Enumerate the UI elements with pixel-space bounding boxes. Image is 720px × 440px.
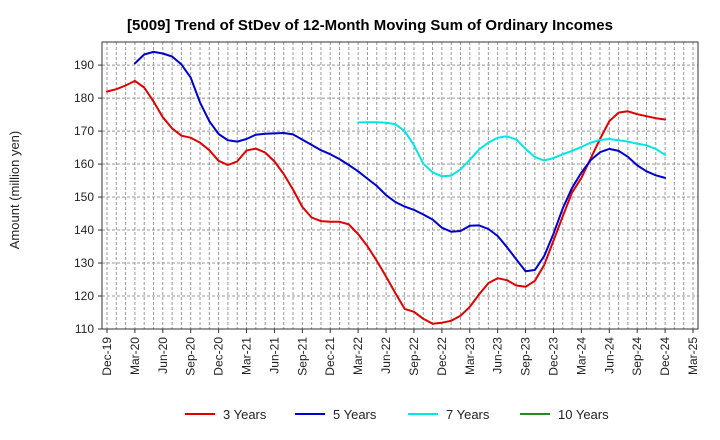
x-tick-label: Jun-21 [267, 337, 281, 374]
x-tick-label: Jun-24 [602, 337, 616, 374]
x-tick-label: Mar-21 [240, 337, 254, 375]
x-tick-label: Dec-23 [546, 337, 560, 376]
x-tick-label: Sep-21 [295, 337, 309, 376]
x-tick-label: Mar-25 [686, 337, 700, 375]
series-line-2 [133, 50, 667, 273]
x-tick-label: Jun-23 [491, 337, 505, 374]
gridlines [102, 42, 698, 330]
y-tick-label: 140 [74, 223, 94, 237]
x-tick-label: Dec-19 [100, 337, 114, 376]
y-tick-label: 160 [74, 157, 94, 171]
y-tick-label: 150 [74, 190, 94, 204]
x-tick-label: Sep-22 [407, 337, 421, 376]
x-tick-label: Mar-22 [351, 337, 365, 375]
legend-label: 3 Years [223, 407, 267, 422]
legend-label: 10 Years [558, 407, 609, 422]
y-axis-label: Amount (million yen) [7, 131, 22, 250]
x-tick-label: Dec-24 [658, 337, 672, 376]
y-axis: 110 120 130 140 150 160 170 180 190 [74, 58, 102, 336]
y-tick-label: 180 [74, 91, 94, 105]
x-tick-label: Dec-22 [435, 337, 449, 376]
x-tick-label: Dec-21 [323, 337, 337, 376]
y-tick-label: 110 [75, 322, 94, 336]
x-tick-label: Sep-24 [630, 337, 644, 376]
series-line-1 [106, 79, 667, 325]
plot-frame [101, 41, 699, 330]
x-tick-label: Jun-20 [156, 337, 170, 374]
legend-label: 7 Years [446, 407, 490, 422]
y-tick-label: 120 [74, 289, 94, 303]
x-tick-label: Sep-20 [184, 337, 198, 376]
x-tick-label: Dec-20 [212, 337, 226, 376]
y-tick-label: 170 [74, 124, 94, 138]
y-tick-label: 130 [74, 256, 94, 270]
legend-label: 5 Years [333, 407, 377, 422]
x-tick-label: Mar-20 [128, 337, 142, 375]
series-line-3 [357, 121, 667, 178]
x-tick-label: Mar-24 [574, 337, 588, 375]
legend: 3 Years 5 Years 7 Years 10 Years [185, 407, 609, 422]
chart-title: [5009] Trend of StDev of 12-Month Moving… [127, 17, 613, 34]
x-tick-label: Mar-23 [463, 337, 477, 375]
x-tick-label: Jun-22 [379, 337, 393, 374]
x-axis: Dec-19 Mar-20 Jun-20 Sep-20 Dec-20 Mar-21 Jun-… [100, 329, 700, 376]
x-tick-label: Sep-23 [519, 337, 533, 376]
series-lines [106, 50, 667, 325]
y-tick-label: 190 [74, 58, 94, 72]
